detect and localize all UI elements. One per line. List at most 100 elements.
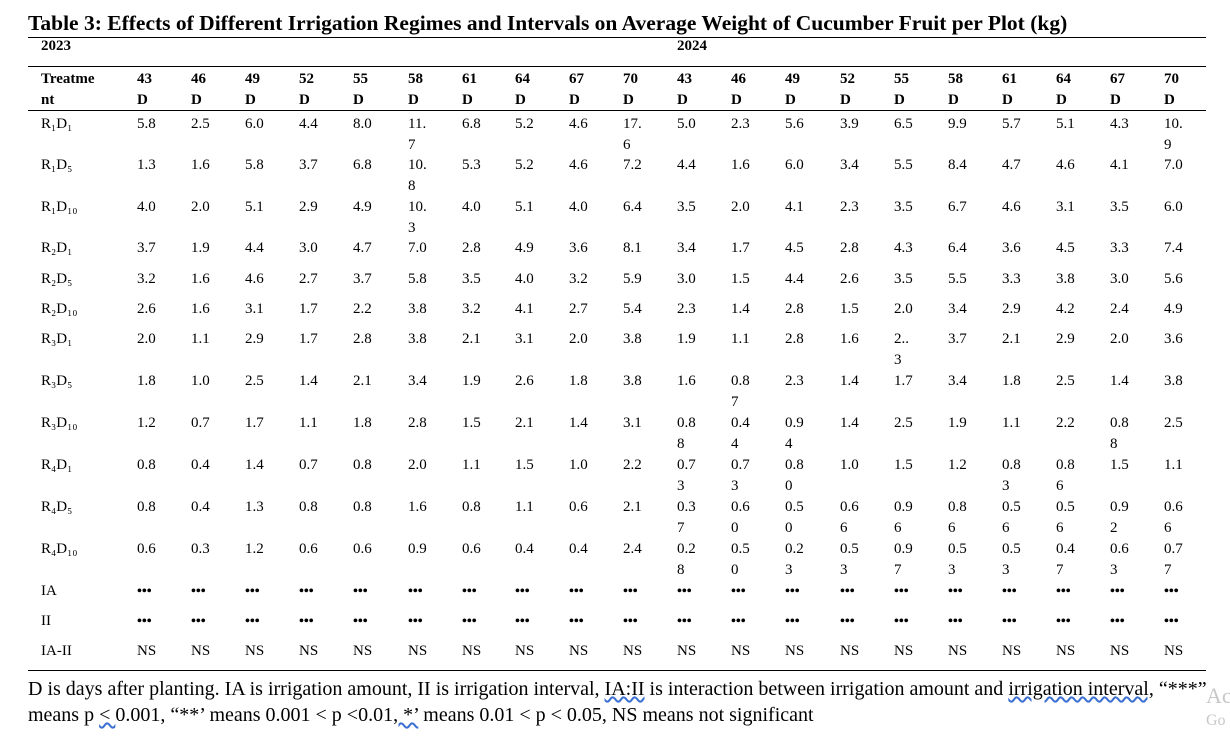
table-cell: 5.5	[894, 157, 913, 173]
table-cell: •••	[785, 614, 800, 629]
row-label: R₁D₅	[41, 157, 73, 173]
table-cell: 4.2	[1056, 301, 1075, 317]
row-label: R₂D₁	[41, 240, 73, 256]
table-cell: 3.2	[137, 271, 156, 287]
table-cell: 3.5	[894, 199, 913, 215]
column-header: 52 D	[299, 71, 314, 108]
table-cell: 3.8	[408, 301, 427, 317]
table-cell: 7.2	[623, 157, 642, 173]
table-cell: 4.3	[894, 240, 913, 256]
row-label: R₁D₁	[41, 116, 73, 132]
table-cell: 3.7	[137, 240, 156, 256]
table-cell: •••	[191, 614, 206, 629]
table-cell: 1.7	[894, 373, 913, 389]
table-cell: 0.5 3	[840, 541, 859, 578]
table-cell: •••	[1110, 584, 1125, 599]
table-cell: 1.4	[299, 373, 318, 389]
table-cell: 1.9	[948, 415, 967, 431]
table-cell: 3.8	[1164, 373, 1183, 389]
table-cell: 3.3	[1110, 240, 1129, 256]
table-cell: NS	[137, 643, 157, 659]
table-cell: 1.4	[840, 415, 859, 431]
table-title: Table 3: Effects of Different Irrigation…	[28, 11, 1068, 35]
table-cell: •••	[408, 614, 423, 629]
table-cell: •••	[1002, 584, 1017, 599]
table-cell: 10. 8	[408, 157, 427, 194]
table-cell: 2.2	[353, 301, 372, 317]
table-cell: 0.6	[462, 541, 481, 557]
table-cell: 5.8	[408, 271, 427, 287]
table-cell: 1.5	[1110, 457, 1129, 473]
table-cell: 2.6	[840, 271, 859, 287]
table-cell: 2.1	[462, 331, 481, 347]
table-cell: NS	[1002, 643, 1022, 659]
table-cell: •••	[1056, 584, 1071, 599]
table-cell: 1.5	[840, 301, 859, 317]
table-cell: 0.5 6	[1056, 499, 1075, 536]
column-header: 46 D	[731, 71, 746, 108]
table-cell: 2.9	[299, 199, 318, 215]
table-cell: 0.8	[299, 499, 318, 515]
table-cell: 4.9	[515, 240, 534, 256]
table-cell: 2.5	[1056, 373, 1075, 389]
table-cell: 4.9	[353, 199, 372, 215]
row-label: R₁D₁₀	[41, 199, 78, 215]
table-cell: •••	[299, 584, 314, 599]
column-header: 70 D	[1164, 71, 1179, 108]
column-header: 43 D	[677, 71, 692, 108]
table-cell: 2.4	[1110, 301, 1129, 317]
table-cell: 1.7	[299, 301, 318, 317]
table-cell: 3.8	[1056, 271, 1075, 287]
column-header: 58 D	[948, 71, 963, 108]
table-cell: NS	[191, 643, 211, 659]
table-cell: NS	[245, 643, 265, 659]
table-cell: 0.8 0	[785, 457, 804, 494]
table-cell: 8.4	[948, 157, 967, 173]
column-header: 61 D	[462, 71, 477, 108]
table-cell: 1.4	[245, 457, 264, 473]
table-cell: 0.8 8	[677, 415, 696, 452]
column-header: 64 D	[515, 71, 530, 108]
table-cell: 0.9 7	[894, 541, 913, 578]
table-cell: 0.4	[191, 457, 210, 473]
table-cell: 3.6	[1164, 331, 1183, 347]
table-cell: 1.3	[245, 499, 264, 515]
row-label: IA-II	[41, 643, 72, 659]
table-cell: 3.1	[623, 415, 642, 431]
table-cell: 3.5	[894, 271, 913, 287]
table-cell: 1.4	[569, 415, 588, 431]
table-cell: 2.7	[569, 301, 588, 317]
table-cell: NS	[894, 643, 914, 659]
table-cell: 5.1	[245, 199, 264, 215]
table-cell: 1.7	[299, 331, 318, 347]
table-cell: 2.8	[785, 331, 804, 347]
table-cell: 2.2	[623, 457, 642, 473]
table-cell: 0.8	[353, 499, 372, 515]
table-cell: 2.5	[245, 373, 264, 389]
table-cell: 2.4	[623, 541, 642, 557]
table-cell: 6.8	[353, 157, 372, 173]
table-cell: 3.7	[299, 157, 318, 173]
table-cell: 4.0	[137, 199, 156, 215]
table-cell: •••	[1164, 584, 1179, 599]
table-cell: 7.4	[1164, 240, 1183, 256]
edge-text-cutoff: Ac	[1206, 683, 1230, 708]
table-cell: 2.8	[785, 301, 804, 317]
table-cell: 4.6	[569, 157, 588, 173]
table-cell: 0.7 3	[677, 457, 696, 494]
table-cell: 4.5	[785, 240, 804, 256]
table-cell: 1.6	[408, 499, 427, 515]
table-cell: 3.4	[948, 373, 967, 389]
table-cell: 17. 6	[623, 116, 642, 153]
row-label: II	[41, 613, 51, 629]
table-cell: 0.8 3	[1002, 457, 1021, 494]
table-cell: 5.6	[1164, 271, 1183, 287]
table-cell: NS	[785, 643, 805, 659]
table-cell: 4.9	[1164, 301, 1183, 317]
table-cell: NS	[353, 643, 373, 659]
table-cell: 0.3	[191, 541, 210, 557]
table-cell: 4.1	[515, 301, 534, 317]
table-cell: 2.0	[137, 331, 156, 347]
table-cell: 2.0	[731, 199, 750, 215]
table-cell: •••	[1002, 614, 1017, 629]
